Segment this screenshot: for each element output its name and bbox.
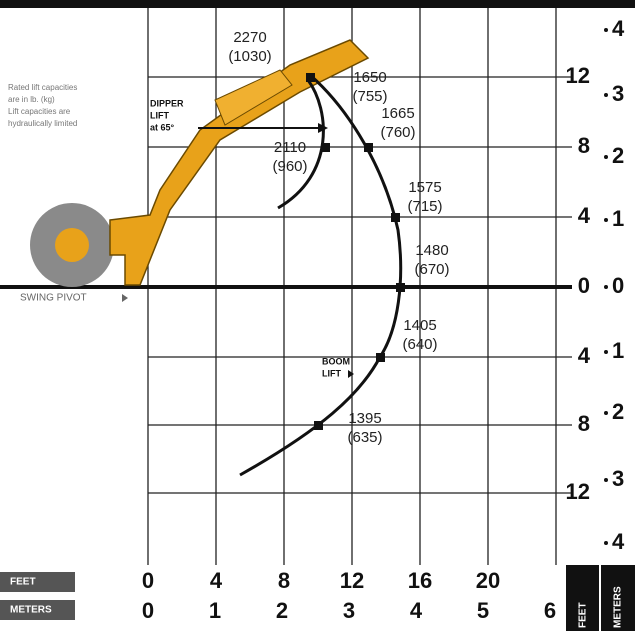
meters-x-label: 5 [477,598,489,623]
capacity-lb: 1665 [381,105,414,122]
meters-y-label: 3 [612,466,624,491]
dot [604,155,608,159]
note: hydraulically limited [8,119,77,128]
meters-y-label: 1 [612,338,624,363]
meters-x-label: 0 [142,598,154,623]
meters-y-label: 2 [612,143,624,168]
meters-y-label: 4 [612,16,625,41]
feet-y-label: 4 [578,203,591,228]
dipper-label: at 65° [150,122,175,132]
dot [604,218,608,222]
capacity-kg: (715) [407,198,442,215]
capacity-kg: (1030) [228,48,271,65]
swing-pivot: SWING PIVOT [20,293,87,304]
capacity-kg: (960) [272,158,307,175]
feet-label: FEET [578,602,589,628]
feet-y-label: 0 [578,273,590,298]
capacity-kg: (635) [347,429,382,446]
feet-y-label: 12 [566,479,590,504]
feet-x-label: 4 [210,568,223,593]
capacity-lb: 1405 [403,317,436,334]
feet-y-label: 8 [578,133,590,158]
feet-x-label: 8 [278,568,290,593]
dot [604,93,608,97]
meters-y-label: 0 [612,273,624,298]
feet-y-label: 8 [578,411,590,436]
feet-y-label: 4 [578,343,591,368]
pivot-arrow [122,294,128,302]
capacity-lb: 1575 [408,179,441,196]
capacity-lb: 1395 [348,410,381,427]
note: are in lb. (kg) [8,95,55,104]
feet-y-label: 12 [566,63,590,88]
capacity-lb: 1480 [415,242,448,259]
feet-x-label: 20 [476,568,500,593]
feet-x-label: 0 [142,568,154,593]
lift-chart: Rated lift capacities are in lb. (kg) Li… [0,0,635,631]
meters-x-label: 4 [410,598,423,623]
boom-label: LIFT [322,368,341,378]
feet-label: FEET [10,577,36,588]
dot [604,411,608,415]
dipper-label: LIFT [150,110,169,120]
capacity-kg: (755) [352,88,387,105]
capacity-kg: (640) [402,336,437,353]
note: Rated lift capacities [8,83,77,92]
meters-label: METERS [10,605,52,616]
capacity-kg: (670) [414,261,449,278]
capacity-lb: 1650 [353,69,386,86]
meters-y-label: 1 [612,206,624,231]
meters-y-label: 4 [612,529,625,554]
feet-x-label: 12 [340,568,364,593]
meters-x-label: 2 [276,598,288,623]
meters-x-label: 3 [343,598,355,623]
boom-arrow [348,370,354,378]
meters-x-label: 1 [209,598,221,623]
dot [604,478,608,482]
dot [604,350,608,354]
top-bar [0,0,635,8]
dipper-label: DIPPER [150,98,184,108]
meters-label: METERS [613,586,624,628]
boom-label: BOOM [322,356,350,366]
meters-y-label: 2 [612,399,624,424]
feet-x-label: 16 [408,568,432,593]
dot [604,285,608,289]
capacity-lb: 2110 [274,139,306,156]
note: Lift capacities are [8,107,71,116]
capacity-lb: 2270 [233,29,266,46]
meters-y-label: 3 [612,81,624,106]
dot [604,541,608,545]
meters-x-label: 6 [544,598,556,623]
capacity-kg: (760) [380,124,415,141]
dot [604,28,608,32]
